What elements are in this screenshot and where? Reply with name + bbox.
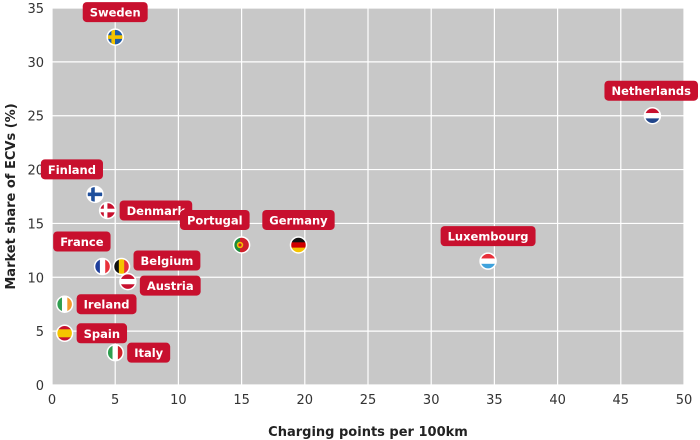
tick-labels: 0 5 10 15 20 25 30 35 40 45 50 0 5 10 15 20 25 30 35 — [27, 2, 692, 408]
label-background — [262, 209, 335, 230]
data-points — [55, 28, 662, 362]
belgium-flag-icon — [112, 257, 131, 276]
country-label: Luxembourg — [440, 226, 536, 247]
portugal-flag-icon — [232, 236, 251, 254]
y-tick-label: 20 — [27, 164, 44, 179]
italy-flag-icon — [106, 343, 124, 362]
y-tick-label: 0 — [36, 379, 44, 394]
sweden-flag-icon — [106, 28, 124, 46]
country-name: Austria — [147, 279, 194, 293]
netherlands-flag-icon — [643, 106, 662, 125]
y-tick-label: 25 — [27, 110, 44, 125]
country-name: Luxembourg — [448, 230, 529, 244]
spain-flag-icon — [55, 324, 74, 343]
y-axis-title: Market share of ECVs (%) — [4, 103, 19, 289]
denmark-flag-icon — [98, 201, 117, 220]
country-name: France — [60, 235, 104, 249]
country-name: Portugal — [187, 213, 243, 227]
country-label: Denmark — [119, 200, 193, 221]
grid-lines — [51, 7, 685, 386]
country-label: Ireland — [76, 294, 137, 315]
x-tick-label: 30 — [423, 393, 440, 408]
x-tick-label: 40 — [549, 393, 566, 408]
country-label: Finland — [40, 159, 103, 180]
label-background — [179, 209, 250, 230]
country-label: Portugal — [179, 209, 250, 230]
country-name: Belgium — [141, 254, 194, 268]
country-name: Denmark — [127, 204, 186, 218]
country-label: Italy — [127, 342, 171, 363]
x-axis-title: Charging points per 100km — [268, 425, 468, 440]
x-tick-label: 0 — [48, 393, 56, 408]
label-background — [53, 231, 111, 252]
finland-flag-icon — [86, 185, 104, 204]
country-label: Belgium — [133, 250, 201, 271]
label-background — [76, 294, 137, 315]
label-background — [76, 323, 128, 344]
label-background — [40, 159, 103, 180]
austria-flag-icon — [119, 272, 137, 291]
label-background — [119, 200, 193, 221]
country-label: Sweden — [82, 2, 148, 23]
x-tick-label: 5 — [111, 393, 119, 408]
x-tick-label: 35 — [486, 393, 503, 408]
country-name: Netherlands — [611, 84, 691, 98]
country-name: Finland — [48, 163, 96, 177]
label-background — [604, 80, 698, 101]
luxembourg-flag-icon — [479, 252, 497, 270]
x-tick-label: 20 — [297, 393, 314, 408]
y-tick-label: 15 — [27, 217, 44, 232]
y-tick-label: 35 — [27, 2, 44, 17]
x-tick-label: 45 — [613, 393, 630, 408]
y-tick-label: 30 — [27, 56, 44, 71]
y-tick-label: 5 — [36, 325, 44, 340]
germany-flag-icon — [289, 236, 308, 254]
x-tick-label: 50 — [676, 393, 693, 408]
country-name: Spain — [84, 327, 120, 341]
country-name: Italy — [134, 346, 163, 360]
france-flag-icon — [93, 257, 112, 276]
country-name: Germany — [269, 213, 328, 227]
country-label: Spain — [76, 323, 128, 344]
country-label: Germany — [262, 209, 335, 230]
label-background — [133, 250, 201, 271]
label-background — [127, 342, 171, 363]
country-label: Netherlands — [604, 80, 698, 101]
label-background — [82, 2, 148, 23]
ireland-flag-icon — [55, 295, 74, 313]
country-label: Austria — [139, 275, 201, 296]
label-background — [139, 275, 201, 296]
y-tick-label: 10 — [27, 271, 44, 286]
x-tick-label: 25 — [360, 393, 377, 408]
label-background — [440, 226, 536, 247]
country-name: Ireland — [84, 298, 130, 312]
country-name: Sweden — [90, 6, 141, 20]
country-label: France — [53, 231, 111, 252]
x-tick-label: 15 — [233, 393, 250, 408]
x-tick-label: 10 — [170, 393, 187, 408]
